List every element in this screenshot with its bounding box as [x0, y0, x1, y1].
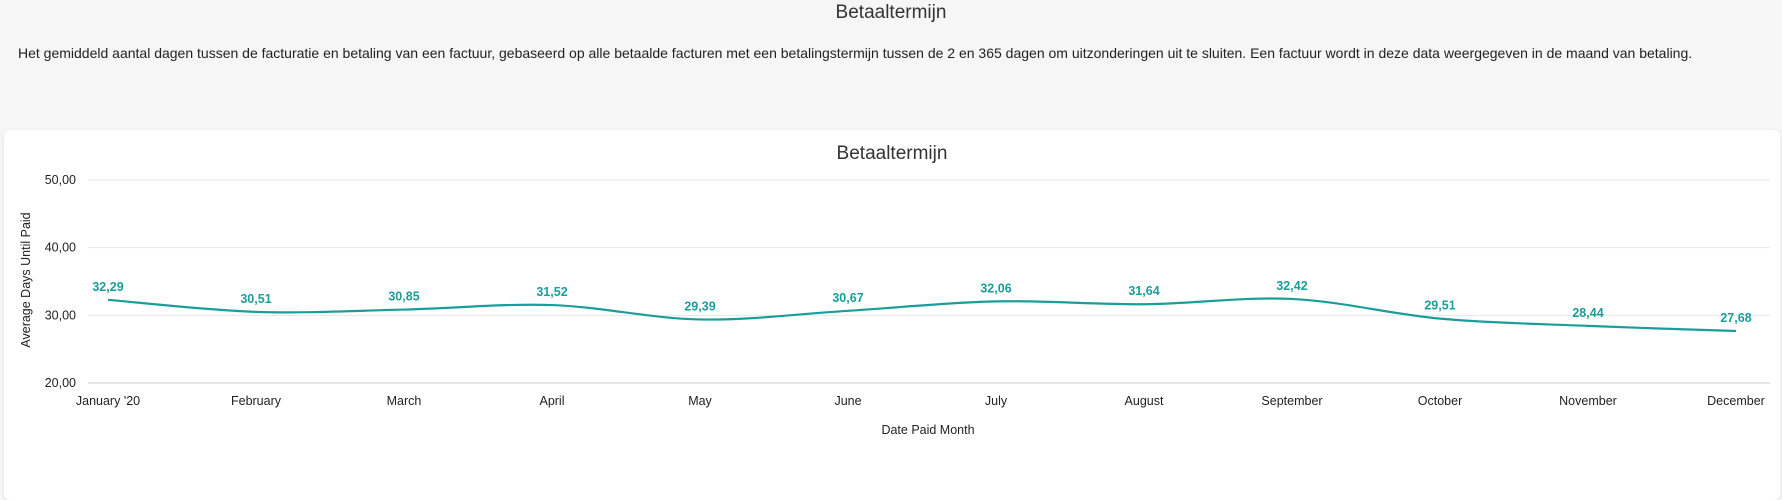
x-tick-label: December: [1707, 394, 1765, 408]
chart-card: Betaaltermijn 20,00 30,00 40,00 50,00 Janua…: [4, 130, 1780, 500]
page-description: Het gemiddeld aantal dagen tussen de fac…: [18, 45, 1693, 61]
y-tick-label: 30,00: [45, 308, 76, 322]
data-label: 31,64: [1128, 284, 1159, 298]
x-tick-label: October: [1418, 394, 1462, 408]
data-label: 29,39: [684, 299, 715, 313]
x-tick-label: August: [1125, 394, 1164, 408]
data-label: 30,67: [832, 291, 863, 305]
data-label: 30,85: [388, 290, 419, 304]
y-tick-label: 40,00: [45, 241, 76, 255]
data-label: 30,51: [240, 292, 271, 306]
x-tick-label: May: [688, 394, 712, 408]
x-tick-label: July: [985, 394, 1008, 408]
y-axis-title: Average Days Until Paid: [19, 212, 33, 347]
x-tick-label: September: [1261, 394, 1322, 408]
data-label: 31,52: [536, 285, 567, 299]
x-tick-label: February: [231, 394, 282, 408]
x-tick-label: April: [539, 394, 564, 408]
data-label: 32,42: [1276, 279, 1307, 293]
y-tick-label: 20,00: [45, 376, 76, 390]
data-label: 32,29: [92, 280, 123, 294]
chart-title: Betaaltermijn: [837, 143, 948, 164]
x-tick-label: November: [1559, 394, 1617, 408]
series-line: [107, 297, 1737, 333]
x-axis-title: Date Paid Month: [881, 423, 974, 437]
page-title: Betaaltermijn: [835, 2, 947, 23]
x-tick-label: June: [834, 394, 861, 408]
data-label: 29,51: [1424, 299, 1455, 313]
x-tick-label: January '20: [76, 394, 140, 408]
y-tick-label: 50,00: [45, 173, 76, 187]
x-tick-label: March: [387, 394, 422, 408]
data-label: 32,06: [980, 281, 1011, 295]
data-label: 27,68: [1720, 311, 1751, 325]
line-chart: Betaaltermijn 20,00 30,00 40,00 50,00 Janua…: [19, 143, 1770, 437]
data-label: 28,44: [1572, 306, 1603, 320]
